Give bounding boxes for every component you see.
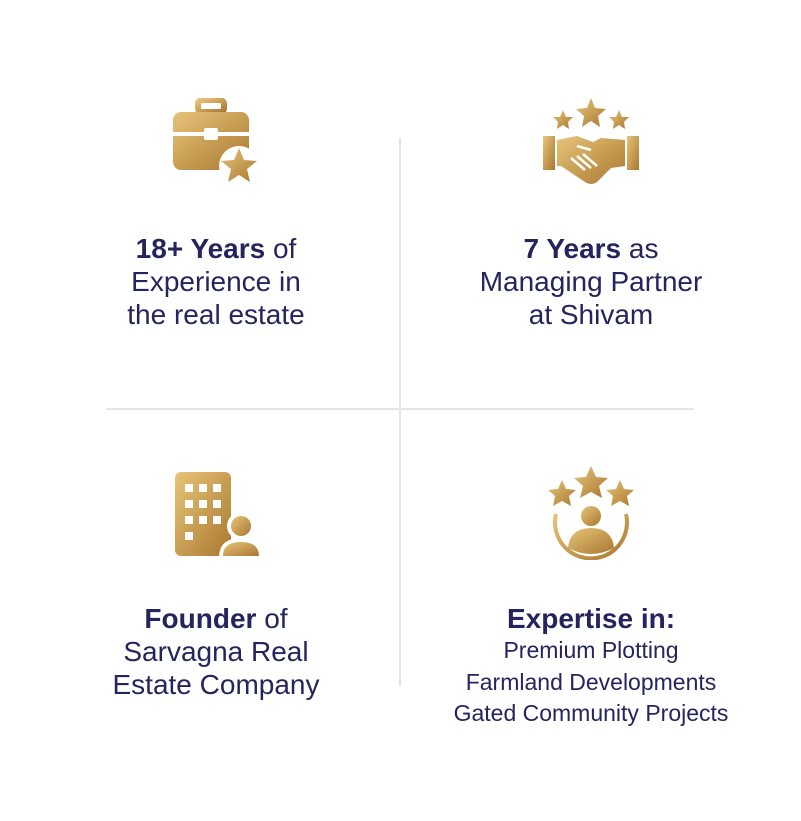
partner-text: 7 Years as Managing Partner at Shivam (479, 233, 703, 330)
experience-text: 18+ Years of Experience in the real esta… (127, 233, 305, 330)
vertical-divider (399, 138, 401, 686)
building-person-icon (171, 470, 263, 565)
handshake-stars-icon (541, 96, 641, 197)
expertise-text: Expertise in: Premium Plotting Farmland … (441, 602, 741, 730)
expertise-item: Gated Community Projects (453, 700, 729, 726)
horizontal-divider (106, 408, 694, 410)
person-stars-icon (546, 464, 636, 565)
briefcase-star-icon (171, 97, 261, 193)
expertise-item: Premium Plotting (503, 637, 679, 663)
expertise-item: Farmland Developments (465, 668, 717, 695)
founder-text: Founder of Sarvagna Real Estate Company (112, 603, 320, 700)
